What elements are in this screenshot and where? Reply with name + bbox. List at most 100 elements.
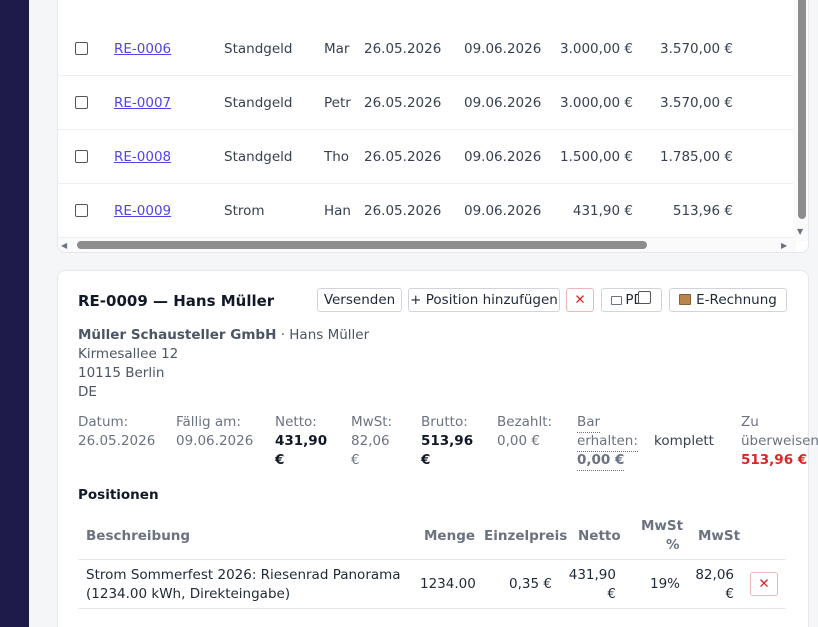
invoice-date: 26.05.2026 (364, 41, 442, 57)
netto-value: 431,90 (275, 433, 328, 449)
row-checkbox[interactable] (75, 150, 88, 163)
horizontal-scrollbar-thumb[interactable] (77, 241, 647, 249)
position-description: Strom Sommerfest 2026: Riesenrad Panoram… (86, 567, 401, 583)
invoice-due: 09.06.2026 (464, 149, 542, 165)
invoice-date: 26.05.2026 (364, 95, 442, 111)
zu-label-cont: überweisen: (741, 433, 818, 449)
netto-currency: € (275, 452, 285, 468)
row-checkbox[interactable] (75, 204, 88, 217)
invoice-link[interactable]: RE-0008 (114, 149, 172, 165)
invoice-netto: 3.000,00 € (560, 41, 633, 57)
invoice-brutto: 1.785,00 € (660, 149, 733, 165)
table-row[interactable]: RE-0007 Standgeld Petr 26.05.2026 09.06.… (58, 76, 796, 130)
zu-label: Zu (741, 414, 759, 430)
vertical-scrollbar[interactable]: ▼ (793, 0, 808, 241)
datum-label: Datum: (78, 414, 129, 430)
invoice-type: Standgeld (224, 149, 293, 165)
col-mwst-pct-unit: % (666, 537, 680, 553)
invoice-link[interactable]: RE-0007 (114, 95, 172, 111)
brutto-currency: € (421, 452, 431, 468)
invoice-customer: Petr (324, 95, 351, 111)
col-mwst: MwSt (698, 528, 741, 544)
table-row[interactable]: RE-0006 Standgeld Mar 26.05.2026 09.06.2… (58, 22, 796, 76)
invoice-netto: 431,90 € (572, 203, 633, 219)
invoice-brutto: 3.570,00 € (660, 41, 733, 57)
position-netto: 431,90 (568, 567, 616, 583)
add-position-button[interactable]: + Position hinzufügen (408, 288, 560, 312)
invoice-link[interactable]: RE-0009 (114, 203, 172, 219)
invoice-due: 09.06.2026 (464, 203, 542, 219)
col-beschreibung: Beschreibung (86, 528, 191, 544)
delete-position-button[interactable]: ✕ (750, 572, 778, 596)
invoice-detail-title: RE-0009 — Hans Müller (78, 292, 275, 310)
invoice-netto: 3.000,00 € (560, 95, 633, 111)
row-checkbox[interactable] (75, 42, 88, 55)
table-row[interactable]: RE-0009 Strom Han 26.05.2026 09.06.2026 … (58, 184, 796, 238)
invoice-detail-card: RE-0009 — Hans Müller Versenden + Positi… (57, 270, 818, 627)
printer-icon (611, 296, 623, 305)
close-icon: ✕ (758, 576, 770, 592)
scroll-left-arrow-icon[interactable]: ◀ (61, 241, 68, 250)
invoice-due: 09.06.2026 (464, 95, 542, 111)
bar-label: Bar (577, 413, 601, 433)
bar-value[interactable]: 0,00 € (577, 451, 625, 471)
position-einzelpreis: 0,35 € (509, 576, 552, 592)
vertical-scrollbar-thumb[interactable] (798, 0, 806, 219)
col-einzelpreis: Einzelpreis (484, 528, 568, 544)
invoice-due: 09.06.2026 (464, 41, 542, 57)
komplett-checkbox[interactable] (638, 291, 651, 304)
scroll-right-arrow-icon[interactable]: ▶ (781, 241, 788, 250)
address-city: 10115 Berlin (78, 365, 165, 381)
position-netto-currency: € (607, 586, 616, 602)
address-country: DE (78, 384, 97, 400)
company-name: Müller Schausteller GmbH (78, 327, 277, 343)
position-menge: 1234.00 (420, 576, 476, 592)
position-description-detail: (1234.00 kWh, Direkteingabe) (86, 586, 291, 602)
datum-value: 26.05.2026 (78, 433, 156, 449)
col-menge: Menge (424, 528, 476, 544)
invoice-table: RE-0006 Standgeld Mar 26.05.2026 09.06.2… (57, 0, 809, 253)
address-street: Kirmesallee 12 (78, 346, 179, 362)
erechnung-button-label: E-Rechnung (696, 292, 777, 308)
mwst-currency: € (351, 452, 360, 468)
invoice-type: Strom (224, 203, 265, 219)
send-button[interactable]: Versenden (317, 288, 402, 312)
divider (78, 608, 786, 609)
bezahlt-value: 0,00 € (497, 433, 540, 449)
col-mwst-pct: MwSt (641, 518, 684, 534)
invoice-date: 26.05.2026 (364, 203, 442, 219)
mwst-label: MwSt: (351, 414, 393, 430)
invoice-date: 26.05.2026 (364, 149, 442, 165)
sidebar (0, 0, 29, 627)
delete-invoice-button[interactable]: ✕ (566, 288, 594, 312)
scroll-down-arrow-icon[interactable]: ▼ (797, 227, 804, 236)
zu-value: 513,96 € (741, 452, 808, 468)
position-mwst-currency: € (725, 586, 734, 602)
faellig-label: Fällig am: (176, 414, 241, 430)
invoice-type: Standgeld (224, 95, 293, 111)
row-checkbox[interactable] (75, 96, 88, 109)
invoice-type: Standgeld (224, 41, 293, 57)
recipient-name-line: Müller Schausteller GmbH · Hans Müller (78, 327, 369, 343)
position-mwst-pct: 19% (650, 576, 681, 592)
erechnung-button[interactable]: E-Rechnung (669, 288, 787, 312)
table-row[interactable]: RE-0008 Standgeld Tho 26.05.2026 09.06.2… (58, 130, 796, 184)
invoice-customer: Mar (324, 41, 350, 57)
invoice-link[interactable]: RE-0006 (114, 41, 172, 57)
brutto-label: Brutto: (421, 414, 468, 430)
contact-name: · Hans Müller (276, 327, 370, 343)
invoice-brutto: 513,96 € (672, 203, 733, 219)
pdf-button[interactable]: PDF (601, 288, 662, 312)
invoice-customer: Han (324, 203, 351, 219)
main-content: RE-0006 Standgeld Mar 26.05.2026 09.06.2… (29, 0, 818, 627)
bezahlt-label: Bezahlt: (497, 414, 553, 430)
position-mwst: 82,06 (695, 567, 734, 583)
positions-heading: Positionen (78, 487, 159, 503)
mwst-value: 82,06 (351, 433, 390, 449)
horizontal-scrollbar[interactable]: ◀ ▶ (58, 238, 796, 252)
invoice-customer: Tho (324, 149, 350, 165)
invoice-netto: 1.500,00 € (560, 149, 633, 165)
package-icon (679, 294, 692, 305)
invoice-brutto: 3.570,00 € (660, 95, 733, 111)
faellig-value: 09.06.2026 (176, 433, 254, 449)
